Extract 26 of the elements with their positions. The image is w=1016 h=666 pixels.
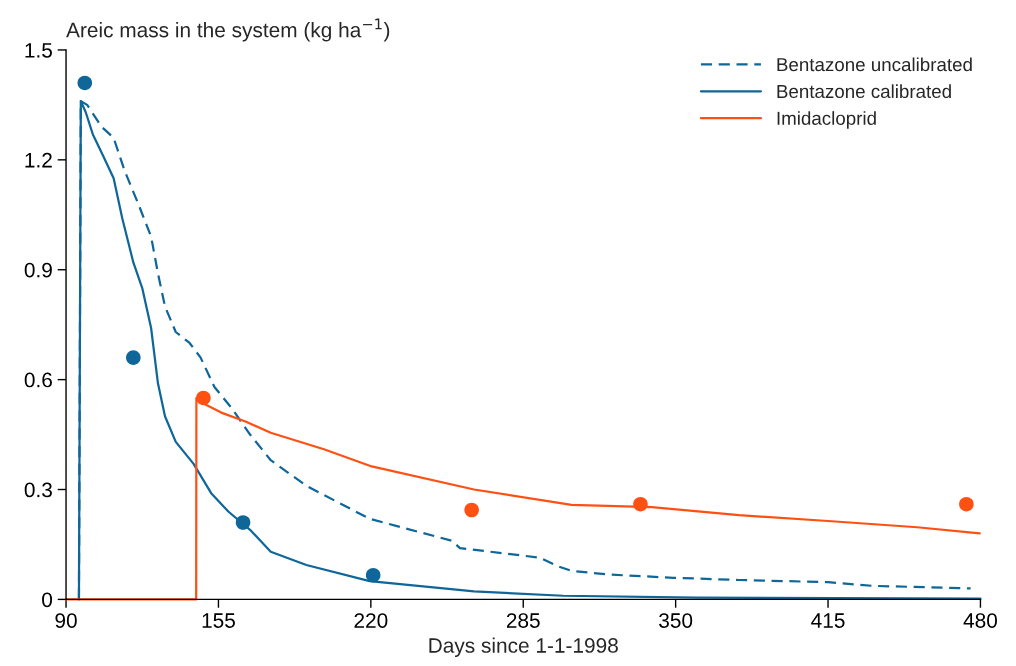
y-tick-label: 1.5: [25, 43, 52, 58]
legend-label: Imidacloprid: [777, 111, 876, 129]
point: [464, 502, 479, 518]
y-tick-label: 0.3: [24, 482, 52, 498]
x-tick-label: 155: [202, 613, 235, 628]
legend-label: Bentazone uncalibrated: [777, 57, 972, 72]
y-tick-label: 0: [42, 592, 53, 608]
point: [365, 567, 381, 583]
x-axis-title: Days since 1-1-1998: [429, 637, 618, 657]
x-tick-label: 285: [506, 613, 540, 628]
x-tick-label: 220: [354, 613, 388, 628]
point: [235, 515, 251, 530]
legend-label: Bentazone calibrated: [777, 84, 951, 99]
x-tick-label: 90: [55, 613, 77, 628]
y-tick-label: 0.6: [24, 372, 52, 388]
point: [196, 390, 211, 406]
point: [959, 496, 974, 512]
point: [633, 496, 648, 512]
x-tick-label: 415: [811, 613, 845, 628]
y-tick-label: 0.9: [24, 262, 52, 278]
y-tick-label: 1.2: [25, 152, 52, 168]
x-tick-label: 350: [659, 613, 693, 628]
point: [77, 75, 93, 91]
y-axis-title: Areic mass in the system (kg ha$^{−1}$): [66, 18, 390, 42]
point: [126, 350, 141, 365]
x-tick-label: 480: [963, 613, 998, 628]
